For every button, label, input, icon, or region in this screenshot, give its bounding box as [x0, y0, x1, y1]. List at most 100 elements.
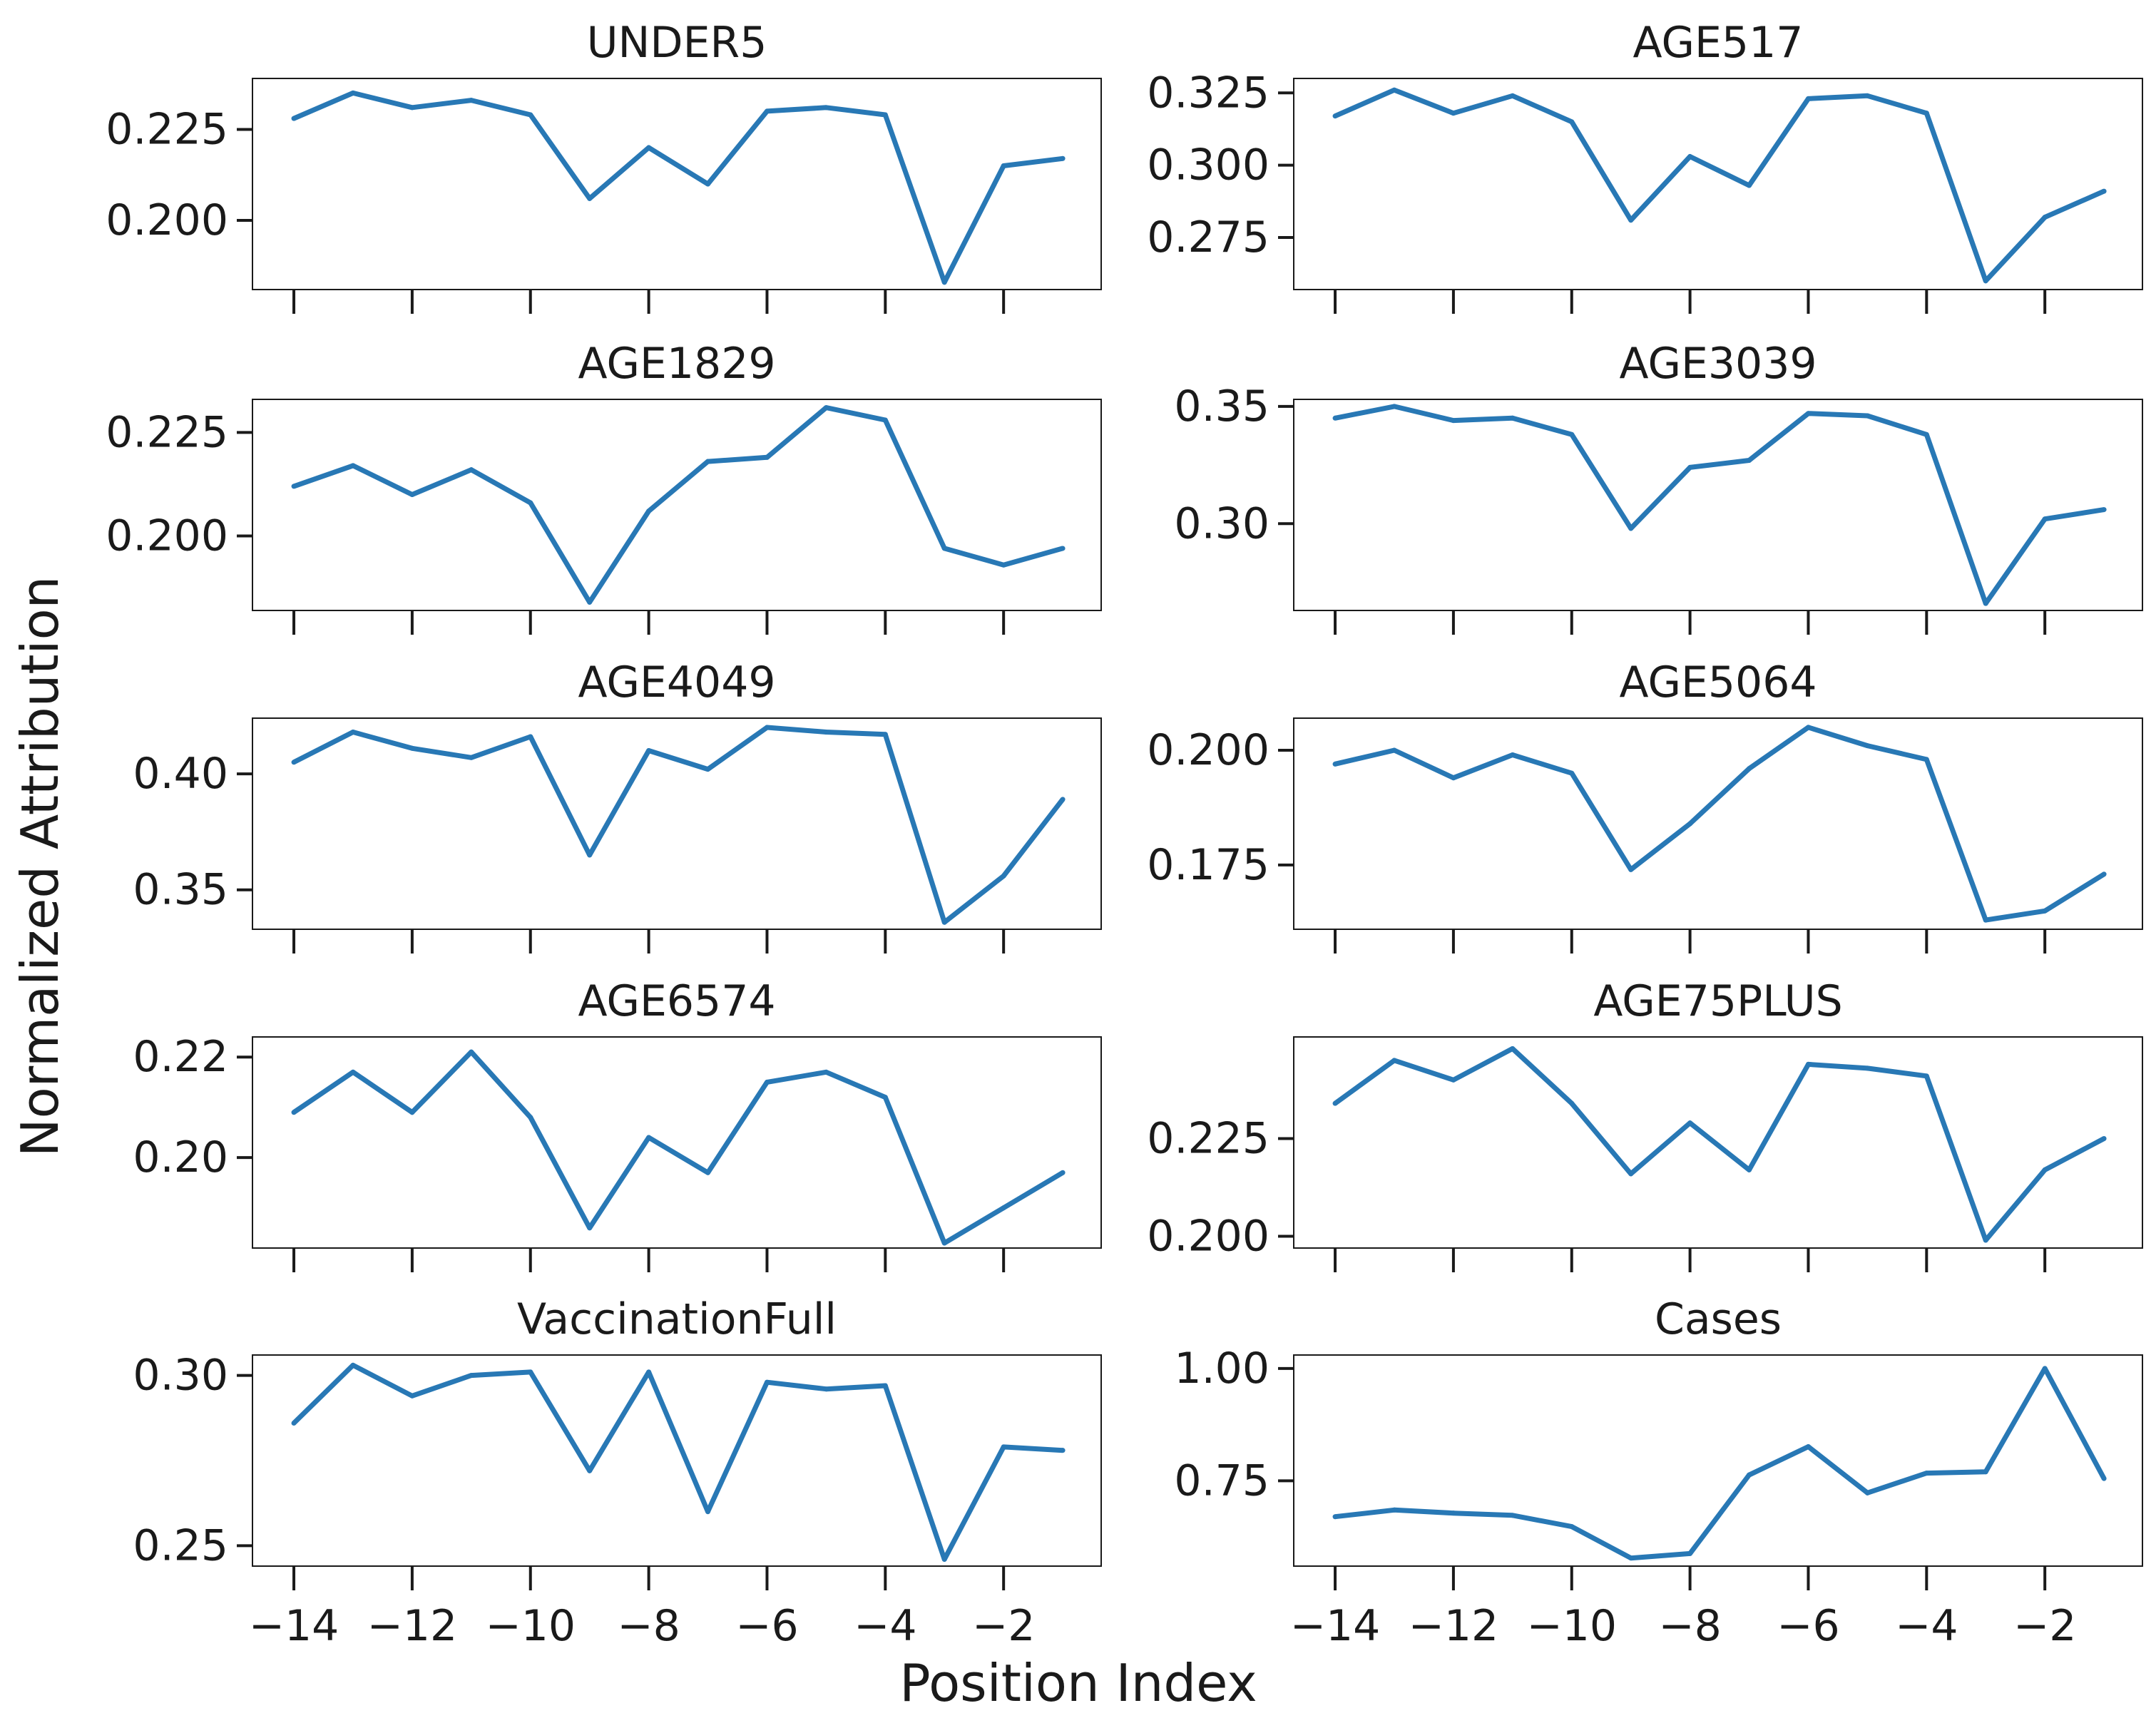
data-point — [1805, 1061, 1811, 1067]
data-point — [941, 919, 947, 925]
data-point — [764, 725, 770, 730]
series-line — [1334, 1366, 2107, 1561]
data-point — [1391, 1058, 1397, 1063]
data-point — [1391, 747, 1397, 753]
data-point — [1687, 1120, 1693, 1126]
data-point — [941, 1556, 947, 1562]
data-point — [705, 1509, 711, 1515]
series-line — [292, 1362, 1063, 1562]
y-tick-label: 0.35 — [1174, 382, 1269, 431]
data-point — [469, 467, 474, 473]
data-point — [587, 599, 593, 605]
data-point — [587, 852, 593, 858]
data-point — [941, 546, 947, 551]
data-point — [1569, 119, 1575, 125]
data-point — [764, 108, 770, 114]
y-tick-label: 0.225 — [106, 407, 228, 457]
data-point — [291, 1420, 297, 1426]
data-point — [469, 98, 474, 103]
data-point — [1569, 1524, 1575, 1530]
data-point — [587, 1468, 593, 1473]
axes-frame — [252, 1036, 1102, 1249]
data-point — [882, 1383, 888, 1389]
data-point — [941, 280, 947, 285]
y-tick-label: 0.35 — [133, 865, 228, 915]
data-point — [409, 105, 415, 111]
data-point — [528, 112, 533, 118]
data-point — [1060, 1448, 1066, 1453]
data-point — [1510, 752, 1516, 757]
y-tick-label: 0.200 — [1147, 725, 1269, 775]
y-tick-label: 0.22 — [133, 1032, 228, 1082]
data-point — [528, 734, 533, 740]
chart-panel: VaccinationFull 0.25 0.30 −14 −12 −10 −8 −6 −4 −2 — [133, 1294, 1102, 1651]
series-line — [1334, 404, 2105, 606]
axes-frame — [252, 78, 1102, 290]
data-point — [1805, 96, 1811, 101]
y-axis-label: Normalized Attribution — [10, 576, 70, 1157]
data-point — [1001, 1444, 1006, 1450]
data-point — [1332, 761, 1338, 767]
data-point — [1687, 153, 1693, 159]
axes-frame — [252, 717, 1102, 930]
y-tick-label: 0.200 — [106, 195, 228, 245]
x-tick-label: −10 — [485, 1601, 576, 1651]
data-point — [1001, 163, 1006, 168]
data-point — [1687, 821, 1693, 827]
data-point — [1747, 1472, 1752, 1478]
data-point — [2101, 188, 2107, 194]
data-point — [1060, 1170, 1066, 1175]
data-point — [882, 732, 888, 737]
data-point — [587, 195, 593, 201]
axes-frame — [1293, 1354, 2143, 1567]
data-point — [2042, 516, 2048, 522]
data-point — [1923, 111, 1929, 116]
data-point — [350, 90, 356, 96]
data-point — [823, 1386, 829, 1392]
chart-panel: AGE6574 0.20 0.22 — [133, 976, 1102, 1272]
y-tick-label: 0.300 — [1147, 140, 1269, 190]
data-point — [1864, 743, 1870, 749]
panel-title: AGE75PLUS — [1593, 976, 1842, 1026]
data-point — [1805, 411, 1811, 416]
x-tick-label: −10 — [1526, 1601, 1617, 1651]
data-point — [1747, 458, 1752, 464]
data-point — [291, 484, 297, 489]
chart-panel: AGE75PLUS 0.200 0.225 — [1147, 976, 2143, 1272]
data-point — [1747, 766, 1752, 772]
data-point — [350, 463, 356, 469]
data-point — [528, 1115, 533, 1120]
data-point — [1332, 1100, 1338, 1106]
data-point — [1510, 93, 1516, 98]
series-line — [292, 90, 1063, 285]
x-tick-label: −6 — [735, 1601, 798, 1651]
y-tick-label: 0.225 — [1147, 1114, 1269, 1164]
data-point — [764, 1079, 770, 1085]
data-point — [823, 105, 829, 111]
x-tick-label: −8 — [1658, 1601, 1721, 1651]
axes-frame — [1293, 78, 2143, 290]
data-point — [705, 1170, 711, 1175]
data-point — [409, 1110, 415, 1115]
data-point — [1983, 600, 1988, 606]
data-point — [941, 1240, 947, 1246]
data-point — [1451, 1510, 1456, 1516]
data-point — [1864, 93, 1870, 98]
chart-panel: AGE5064 0.175 0.200 — [1147, 658, 2143, 954]
data-point — [1747, 1167, 1752, 1172]
data-point — [1805, 725, 1811, 730]
data-point — [646, 145, 652, 150]
panel-title: AGE1829 — [578, 339, 775, 389]
data-point — [646, 1135, 652, 1140]
data-point — [823, 405, 829, 411]
data-point — [2042, 908, 2048, 914]
data-point — [528, 500, 533, 506]
panel-title: UNDER5 — [587, 18, 767, 68]
panel-title: AGE5064 — [1619, 658, 1817, 707]
data-point — [2042, 215, 2048, 220]
data-point — [350, 1069, 356, 1075]
x-tick-label: −2 — [972, 1601, 1035, 1651]
data-point — [1332, 113, 1338, 119]
data-point — [2042, 1167, 2048, 1172]
data-point — [1687, 464, 1693, 470]
